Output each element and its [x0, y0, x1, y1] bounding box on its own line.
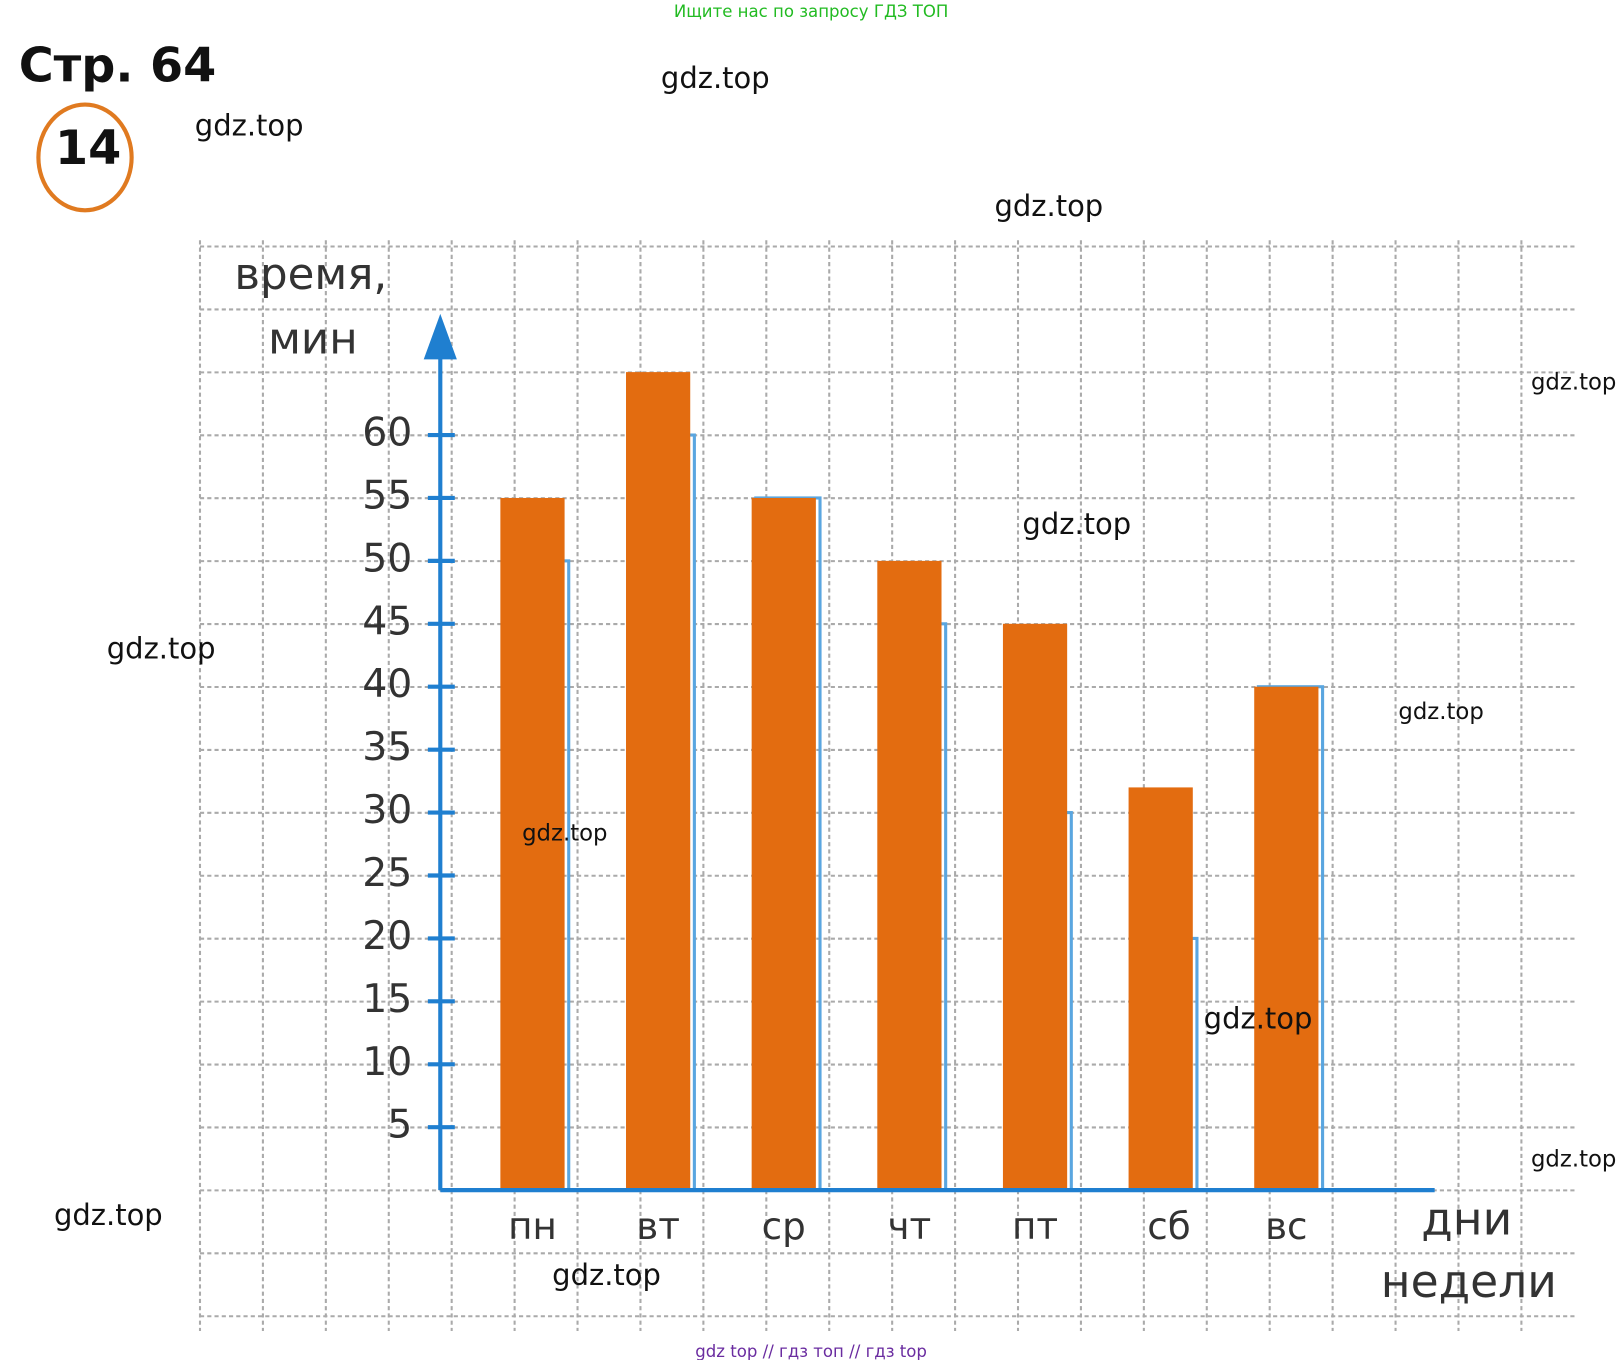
x-tick-label: пн — [508, 1204, 557, 1248]
chart: 5 10 15 20 25 30 35 40 45 50 55 60 пн вт ср чт пт сб вс вре… — [234, 250, 1556, 1308]
banner: Ищите нас по запросу ГДЗ ТОП — [674, 2, 949, 21]
x-tick-label: вс — [1265, 1204, 1307, 1248]
y-tick-label: 40 — [362, 661, 412, 707]
y-tick-label: 35 — [362, 724, 412, 770]
y-tick-label: 25 — [362, 850, 412, 896]
task-circle — [36, 102, 134, 213]
watermark: gdz.top — [1531, 370, 1616, 396]
y-tick-label: 15 — [362, 976, 412, 1022]
y-tick-label: 10 — [362, 1039, 412, 1085]
x-tick-label: ср — [762, 1204, 806, 1248]
watermark: gdz.top — [107, 631, 216, 665]
y-tick-label: 45 — [362, 598, 412, 644]
watermark: gdz.top — [54, 1198, 163, 1232]
watermark: gdz.top — [522, 820, 607, 846]
watermark: gdz.top — [1531, 1147, 1616, 1173]
watermark: gdz.top — [661, 61, 770, 95]
bar — [751, 497, 816, 1191]
watermark: gdz.top — [994, 189, 1103, 223]
watermark: gdz.top — [195, 108, 304, 142]
y-tick-label: 30 — [362, 787, 412, 833]
page-number: Стр. 64 — [19, 38, 217, 93]
watermark: gdz.top — [1204, 1001, 1313, 1035]
y-tick-label: 60 — [362, 410, 412, 456]
y-tick-label: 20 — [362, 913, 412, 959]
y-tick-label: 50 — [362, 535, 412, 581]
y-tick-label: 5 — [387, 1102, 412, 1148]
footer: gdz top // гдз топ // гдз top — [695, 1342, 927, 1360]
bar — [500, 497, 565, 1191]
watermark: gdz.top — [552, 1258, 661, 1292]
bar — [1128, 787, 1193, 1191]
x-tick-label: пт — [1012, 1204, 1058, 1248]
bar — [877, 560, 942, 1191]
x-label: дни — [1421, 1193, 1512, 1246]
watermarks: gdz.top gdz.top gdz.top gdz.top gdz.top gdz.t… — [54, 61, 1616, 1292]
bar — [626, 372, 691, 1191]
x-tick-label: вт — [636, 1204, 680, 1248]
task-number: 14 — [55, 121, 121, 176]
x-tick-label: сб — [1147, 1204, 1190, 1248]
bar — [1002, 623, 1068, 1191]
y-tick-label: 55 — [362, 472, 412, 518]
x-tick-label: чт — [888, 1204, 932, 1248]
watermark: gdz.top — [1022, 507, 1131, 541]
y-label: мин — [268, 314, 358, 364]
bar — [1254, 686, 1319, 1191]
watermark: gdz.top — [1398, 699, 1483, 725]
y-label: время, — [234, 250, 387, 300]
x-label: недели — [1381, 1255, 1557, 1308]
y-arrow — [423, 313, 457, 360]
